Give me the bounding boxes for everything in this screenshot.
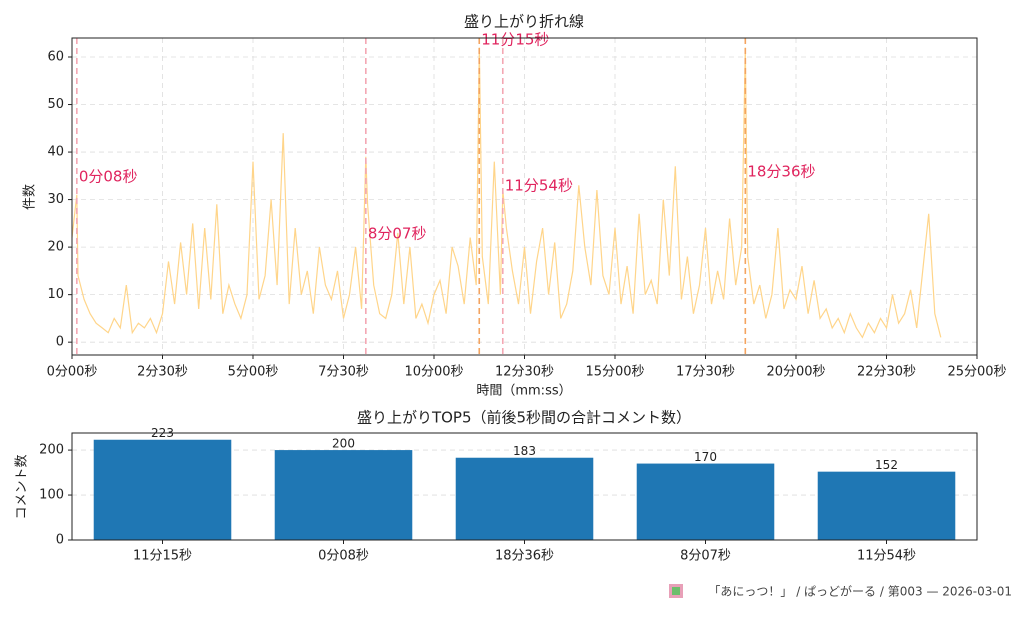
bar <box>636 463 775 540</box>
x-tick-label: 0分08秒 <box>318 549 369 564</box>
x-tick-label: 11分15秒 <box>133 549 192 564</box>
x-tick-label: 5分00秒 <box>228 365 279 380</box>
peak-label: 11分54秒 <box>505 177 573 195</box>
footer: 「あにっつ！」 / ぱっどがーる / 第003 — 2026-03-01 <box>708 584 1012 599</box>
y-tick-label: 50 <box>47 97 64 112</box>
y-tick-label: 60 <box>47 50 64 65</box>
x-tick-label: 22分30秒 <box>857 365 916 380</box>
x-tick-label: 18分36秒 <box>495 549 554 564</box>
peak-label: 18分36秒 <box>747 163 815 181</box>
bar <box>455 457 594 540</box>
x-tick-label: 7分30秒 <box>318 365 369 380</box>
chart-title: 盛り上がりTOP5（前後5秒間の合計コメント数） <box>357 409 691 427</box>
x-tick-label: 17分30秒 <box>676 365 735 380</box>
x-axis-label: 時間（mm:ss） <box>476 384 571 399</box>
x-tick-label: 12分30秒 <box>495 365 554 380</box>
x-tick-label: 20分00秒 <box>766 365 825 380</box>
plot-frame <box>71 432 978 541</box>
value-label: 200 <box>332 437 355 451</box>
y-tick-label: 20 <box>47 240 64 255</box>
y-tick-label: 200 <box>39 443 64 458</box>
y-tick-label: 40 <box>47 145 64 160</box>
value-label: 170 <box>694 450 717 464</box>
peak-label: 11分15秒 <box>481 31 549 49</box>
x-tick-label: 11分54秒 <box>857 549 916 564</box>
bar <box>274 450 413 540</box>
peak-label: 0分08秒 <box>79 168 138 186</box>
y-tick-label: 10 <box>47 287 64 302</box>
y-tick-label: 0 <box>56 335 64 350</box>
y-axis-label: 件数 <box>23 184 38 210</box>
plot-frame <box>71 37 978 356</box>
x-tick-label: 10分00秒 <box>404 365 463 380</box>
chart-title: 盛り上がり折れ線 <box>464 13 584 31</box>
peak-label: 8分07秒 <box>368 225 427 243</box>
bar <box>93 439 232 540</box>
x-tick-label: 25分00秒 <box>947 365 1006 380</box>
y-tick-label: 0 <box>56 533 64 548</box>
y-tick-label: 100 <box>39 488 64 503</box>
x-tick-label: 8分07秒 <box>680 549 731 564</box>
y-tick-label: 30 <box>47 192 64 207</box>
line-series <box>71 47 942 339</box>
value-label: 183 <box>513 444 536 458</box>
x-tick-label: 0分00秒 <box>47 365 98 380</box>
x-tick-label: 2分30秒 <box>137 365 188 380</box>
x-tick-label: 15分00秒 <box>585 365 644 380</box>
bar <box>817 471 956 540</box>
value-label: 152 <box>875 458 898 472</box>
footer-icon <box>669 584 683 598</box>
y-axis-label: コメント数 <box>15 454 30 519</box>
